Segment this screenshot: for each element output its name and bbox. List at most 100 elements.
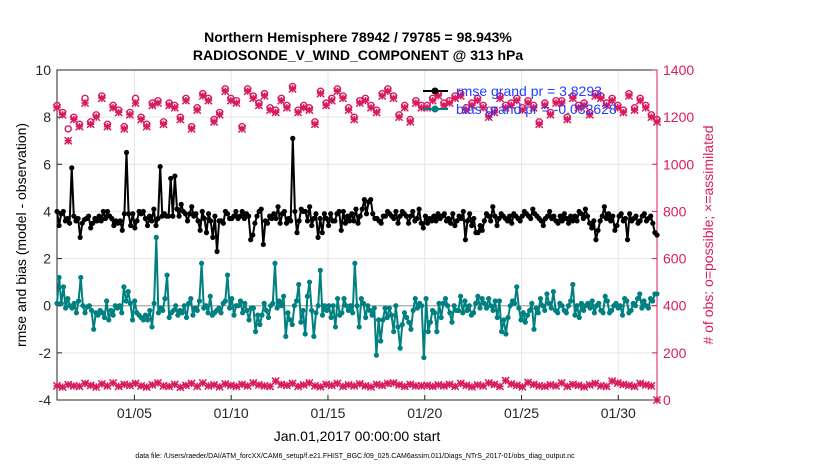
obs-assimilated-point-36 <box>254 101 263 110</box>
rmse-point-145 <box>359 206 365 212</box>
bias-point-35 <box>129 317 136 323</box>
bias-point-133 <box>341 296 347 302</box>
bias-point-210 <box>507 303 513 309</box>
bias-point-152 <box>382 305 388 311</box>
obs-assimilated-point-59 <box>383 87 392 96</box>
obs-assimilated-point-10 <box>108 103 118 112</box>
obs-assimilated-point-24 <box>187 124 196 134</box>
rmse-point-134 <box>336 208 342 215</box>
bias-point-215 <box>518 317 524 323</box>
bias-point-216 <box>520 310 526 316</box>
rmse-point-118 <box>302 208 309 215</box>
obs-assimilated-point-68 <box>434 91 443 101</box>
bias-point-29 <box>116 303 123 309</box>
y2-tick-label-1: 200 <box>663 345 687 361</box>
obs-possible-point-2 <box>64 125 72 133</box>
bias-point-238 <box>568 298 574 304</box>
rmse-point-241 <box>561 211 567 217</box>
rmse-point-59 <box>178 201 184 207</box>
obs-low-point-73 <box>462 381 471 390</box>
obs-low-point-14 <box>131 379 140 388</box>
rmse-point-8 <box>71 213 77 219</box>
obs-assimilated-point-77 <box>484 113 493 122</box>
bias-point-156 <box>391 329 397 335</box>
bias-point-261 <box>617 303 623 309</box>
rmse-point-21 <box>98 218 104 224</box>
rmse-point-201 <box>477 222 483 229</box>
obs-assimilated-point-35 <box>249 94 258 103</box>
obs-low-point-91 <box>563 382 572 391</box>
bias-point-236 <box>563 310 569 316</box>
bias-point-33 <box>125 288 131 295</box>
bias-point-166 <box>412 296 418 302</box>
bias-point-150 <box>378 338 384 344</box>
rmse-point-139 <box>347 218 353 224</box>
bias-point-92 <box>252 329 259 335</box>
rmse-point-122 <box>311 215 317 222</box>
bias-point-158 <box>395 324 401 330</box>
bias-point-17 <box>91 326 97 332</box>
obs-low-point-29 <box>215 382 224 391</box>
rmse-point-109 <box>283 220 290 226</box>
bias-point-232 <box>555 310 561 316</box>
rmse-point-62 <box>184 218 191 224</box>
rmse-point-205 <box>485 213 492 219</box>
bias-point-179 <box>440 300 446 306</box>
obs-low-point-62 <box>400 382 409 391</box>
obs-assimilated-point-37 <box>260 91 269 101</box>
bias-point-271 <box>639 305 645 311</box>
bias-point-270 <box>637 291 643 297</box>
rmse-point-100 <box>264 220 271 226</box>
bias-point-118 <box>309 307 315 314</box>
rmse-point-19 <box>94 218 100 224</box>
bias-point-58 <box>179 310 185 316</box>
rmse-point-161 <box>393 208 399 215</box>
rmse-point-125 <box>317 215 323 222</box>
bias-point-129 <box>332 324 339 330</box>
obs-assimilated-point-50 <box>333 87 342 96</box>
obs-low-point-86 <box>535 381 544 390</box>
rmse-point-0 <box>54 208 60 215</box>
bias-point-218 <box>524 312 531 318</box>
rmse-point-7 <box>69 165 75 171</box>
bias-point-222 <box>533 305 539 311</box>
rmse-point-233 <box>544 213 551 219</box>
rmse-point-149 <box>368 197 374 203</box>
obs-low-point-81 <box>507 379 516 389</box>
x-tick-label-4: 01/25 <box>504 405 539 421</box>
rmse-point-255 <box>591 218 597 224</box>
bias-point-81 <box>229 296 235 302</box>
legend: rmse grand pr = 3.8293 bias grand pr = -… <box>423 83 617 117</box>
bias-point-52 <box>166 314 172 321</box>
obs-low-point-69 <box>439 381 449 390</box>
rmse-point-202 <box>479 227 485 233</box>
obs-assimilated-point-83 <box>518 105 527 115</box>
obs-low-point-17 <box>148 380 157 390</box>
rmse-point-75 <box>212 213 218 219</box>
obs-assimilated-point-102 <box>624 91 634 101</box>
series-rmse <box>54 135 660 255</box>
obs-assimilated-point-44 <box>299 103 308 112</box>
x-tick-label-0: 01/05 <box>117 405 152 421</box>
obs-assimilated-point-98 <box>602 101 611 110</box>
obs-low-point-61 <box>394 380 404 390</box>
bias-point-147 <box>371 305 377 311</box>
obs-assimilated-point-30 <box>221 87 230 96</box>
bias-point-22 <box>101 314 108 321</box>
obs-low-point-66 <box>422 381 432 390</box>
obs-assimilated-point-18 <box>153 98 163 108</box>
series-bias <box>54 234 660 361</box>
rmse-point-245 <box>570 218 576 224</box>
rmse-point-11 <box>77 234 83 240</box>
bias-point-160 <box>399 321 405 328</box>
bias-point-163 <box>406 319 412 325</box>
rmse-point-240 <box>559 218 565 224</box>
bias-point-180 <box>442 296 449 302</box>
y2-tick-label-7: 1400 <box>663 62 694 78</box>
obs-low-point-106 <box>647 381 656 390</box>
obs-low-point-7 <box>92 382 101 392</box>
obs-assimilated-point-22 <box>176 115 185 124</box>
bias-point-151 <box>380 317 386 323</box>
bias-point-51 <box>164 272 170 278</box>
rmse-point-198 <box>471 215 477 222</box>
